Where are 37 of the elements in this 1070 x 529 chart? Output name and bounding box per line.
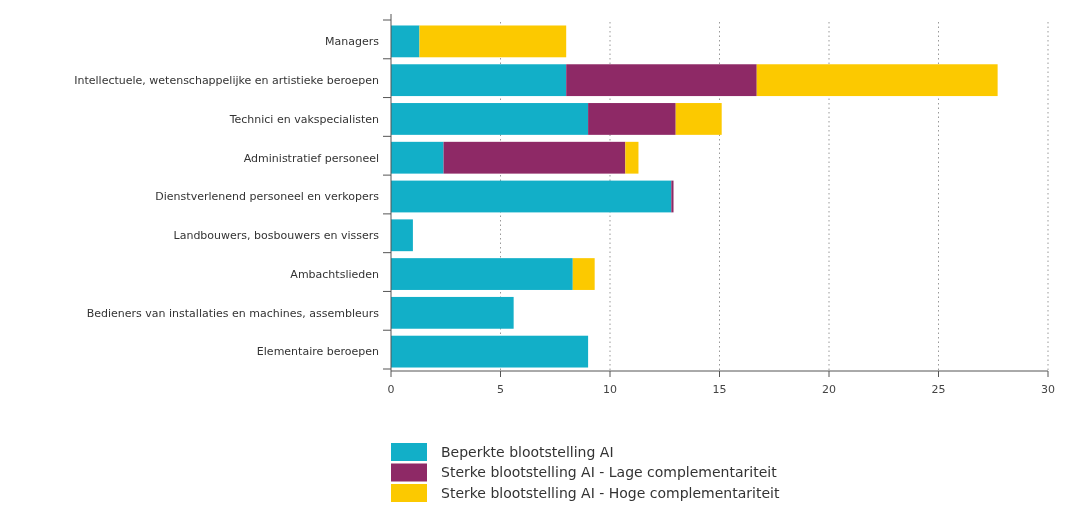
bar (391, 258, 573, 290)
legend-label: Beperkte blootstelling AI (441, 443, 614, 460)
bar (391, 180, 672, 213)
bar (566, 64, 757, 97)
y-tick-label: Managers (325, 35, 380, 49)
bar (671, 180, 674, 213)
x-tick-label: 5 (497, 383, 504, 396)
y-tick-label: Landbouwers, bosbouwers en vissers (173, 229, 380, 243)
y-tick-label: Administratief personeel (243, 151, 379, 165)
x-tick-label: 10 (603, 383, 617, 396)
y-tick-label: Elementaire beroepen (256, 345, 380, 359)
y-tick-label: Intellectuele, wetenschappelijke en artistieke beroepen (74, 74, 380, 88)
bar (572, 258, 595, 290)
legend-label: Sterke blootstelling AI - Hoge complementariteit (441, 484, 780, 501)
x-tick-label: 15 (712, 383, 727, 396)
legend-label: Sterke blootstelling AI - Lage complementariteit (441, 464, 778, 481)
x-tick-label: 25 (931, 383, 946, 396)
bar (391, 219, 413, 252)
bar (588, 103, 676, 135)
x-tick-label: 30 (1041, 383, 1055, 396)
bar (419, 25, 567, 58)
bar (625, 141, 639, 174)
bar (443, 141, 626, 174)
bar (391, 103, 589, 135)
x-tick-label: 0 (387, 383, 395, 396)
bar (391, 64, 567, 97)
x-tick-label: 20 (822, 383, 836, 396)
bar (756, 64, 998, 97)
y-tick-label: Dienstverlenend personeel en verkopers (155, 190, 380, 204)
y-tick-label: Ambachtslieden (290, 267, 380, 281)
bar (391, 335, 589, 368)
bar (391, 25, 420, 58)
y-tick-label: Technici en vakspecialisten (228, 112, 380, 126)
bar (391, 296, 514, 329)
bar (675, 103, 722, 135)
y-tick-label: Bedieners van installaties en machines, assembleurs (86, 306, 380, 320)
bar (391, 141, 444, 174)
